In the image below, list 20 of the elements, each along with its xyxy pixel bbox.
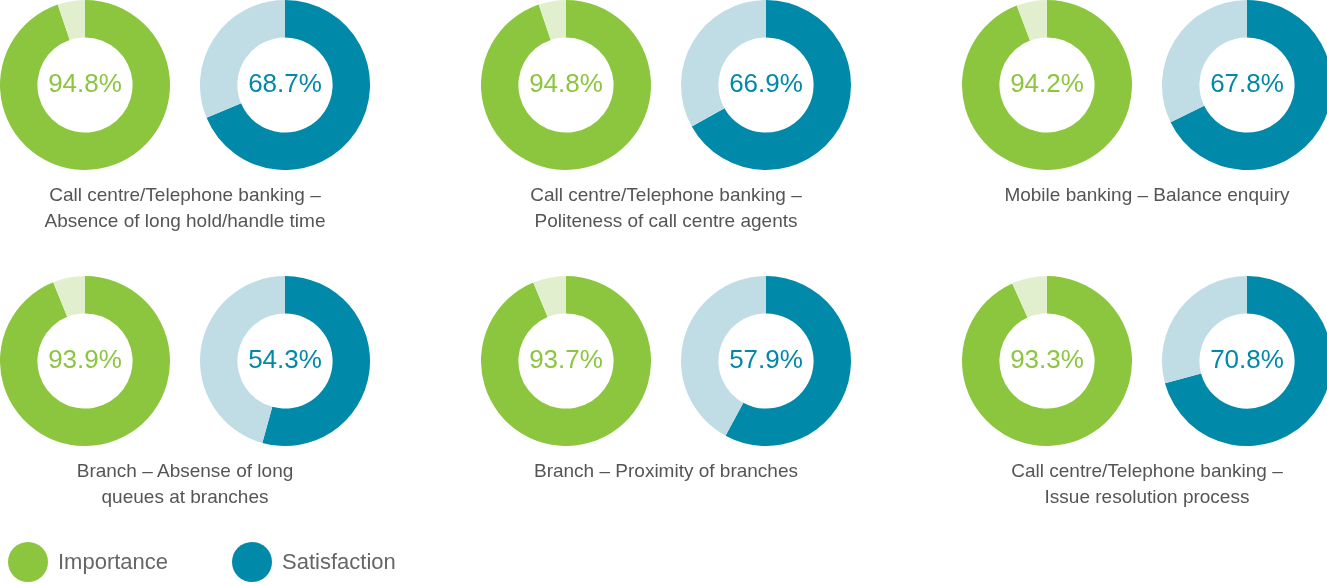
- data-label: 68.7%: [248, 68, 322, 99]
- data-label: 94.8%: [529, 68, 603, 99]
- data-label: 93.9%: [48, 344, 122, 375]
- data-label: 54.3%: [248, 344, 322, 375]
- text: Call centre/Telephone banking – Politeness of call centre agents: [529, 183, 803, 233]
- data-label: 94.8%: [48, 68, 122, 99]
- data-label: 70.8%: [1210, 344, 1284, 375]
- data-label: 67.8%: [1210, 68, 1284, 99]
- data-label: 93.7%: [529, 344, 603, 375]
- text: Call centre/Telephone banking – Issue resolution process: [1010, 459, 1284, 509]
- text: Branch – Proximity of branches: [533, 459, 799, 483]
- data-label: 66.9%: [729, 68, 803, 99]
- legend-label: Satisfaction: [282, 549, 396, 575]
- data-label: 94.2%: [1010, 68, 1084, 99]
- data-label: 57.9%: [729, 344, 803, 375]
- text: Mobile banking – Balance enquiry: [1003, 183, 1291, 207]
- text: Branch – Absense of long queues at branches: [75, 459, 295, 509]
- data-label: 93.3%: [1010, 344, 1084, 375]
- text: Call centre/Telephone banking – Absence of long hold/handle time: [43, 183, 327, 233]
- legend-label: Importance: [58, 549, 169, 575]
